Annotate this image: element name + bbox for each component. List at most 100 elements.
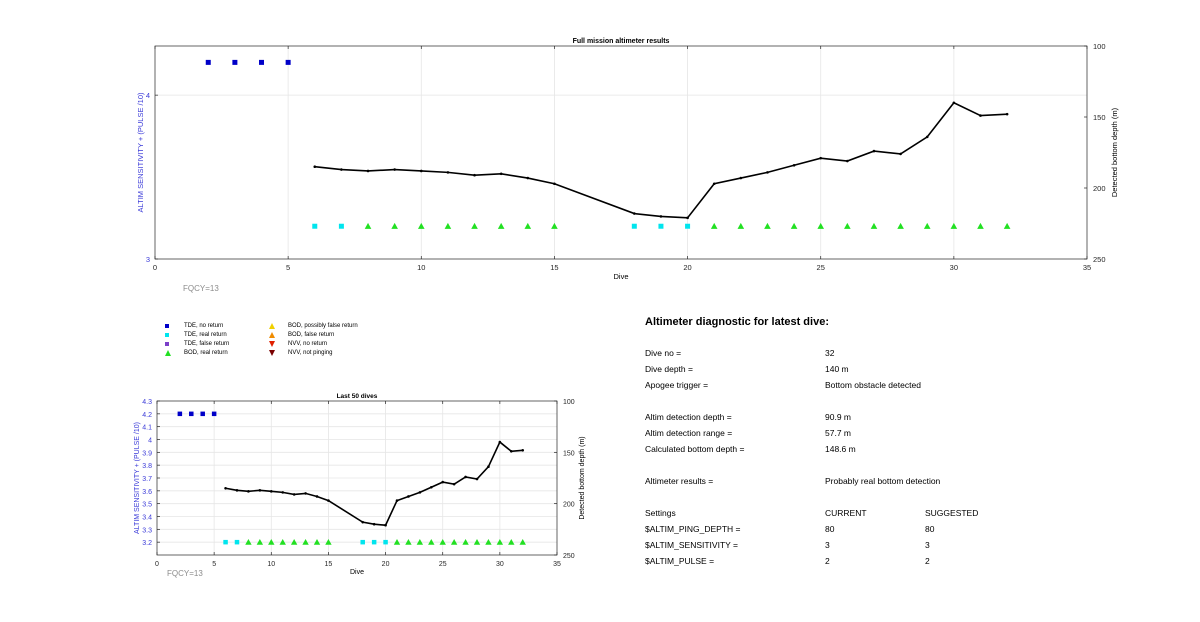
bottom-depth-point <box>372 522 376 526</box>
bottom-depth-point <box>452 482 456 486</box>
top-plot <box>154 45 1088 260</box>
chart-title: Full mission altimeter results <box>573 38 670 45</box>
bod-marker <box>364 222 372 229</box>
y-tick-label: 3.2 <box>142 540 152 547</box>
legend-item: NVV, not pinging <box>266 349 376 358</box>
bottom-depth-point <box>315 495 319 498</box>
legend-column-tde: TDE, no return TDE, real return TDE, false… <box>162 322 272 358</box>
bottom-depth-point <box>979 114 982 117</box>
bottom-depth-point <box>418 491 422 494</box>
diagnostic-label: Dive depth = <box>645 364 693 374</box>
diagnostic-value: 140 m <box>825 364 849 374</box>
diagnostic-label: Dive no = <box>645 348 682 358</box>
tde-marker <box>285 59 291 65</box>
bod-marker <box>790 222 798 229</box>
y-right-tick-label: 250 <box>563 553 575 560</box>
tde-marker <box>312 223 318 229</box>
bod-marker <box>428 538 435 545</box>
bod-marker <box>897 222 904 229</box>
bottom-depth-point <box>499 172 503 176</box>
bottom-depth-point <box>441 480 445 484</box>
bottom-depth-point <box>464 475 467 479</box>
bottom-depth-line <box>225 440 523 527</box>
bod-marker <box>519 538 526 545</box>
bod-marker <box>416 538 424 545</box>
y-tick-label: 3.5 <box>142 502 152 509</box>
square-marker-icon <box>162 322 172 331</box>
bottom-depth-point <box>473 173 476 177</box>
bod-marker <box>405 538 412 545</box>
setting-current-value: 3 <box>825 540 830 550</box>
tde-marker <box>685 223 691 229</box>
triangle-up-marker-icon <box>162 349 172 358</box>
bod-marker <box>497 222 505 229</box>
tde-marker <box>371 539 377 545</box>
legend-item: TDE, real return <box>162 331 272 340</box>
bottom-depth-point <box>819 156 823 160</box>
bod-marker <box>279 538 286 545</box>
legend-column-bod: BOD, possibly false return BOD, false ret… <box>266 322 376 358</box>
legend-item: BOD, real return <box>162 349 272 358</box>
bottom-depth-point <box>553 182 556 186</box>
bod-marker <box>471 222 478 229</box>
tde-marker <box>234 539 240 545</box>
bottom-depth-point <box>712 182 716 186</box>
bottom-depth-point <box>313 165 317 168</box>
bod-marker <box>977 222 984 229</box>
y-right-tick-label: 100 <box>1093 42 1106 51</box>
diagnostic-title: Altimeter diagnostic for latest dive: <box>645 316 829 328</box>
bod-marker <box>256 538 264 545</box>
bod-marker <box>508 538 515 545</box>
setting-name: $ALTIM_SENSITIVITY = <box>645 540 738 550</box>
tde-marker <box>189 411 194 417</box>
y-right-tick-label: 250 <box>1093 255 1106 264</box>
bod-marker <box>737 222 745 229</box>
x-tick-label: 0 <box>153 263 157 272</box>
triangle-down-marker-icon <box>266 349 276 358</box>
setting-suggested-value: 3 <box>925 540 930 550</box>
bod-marker <box>417 222 425 229</box>
tde-marker <box>200 411 205 417</box>
bod-marker <box>764 222 771 229</box>
y-tick-label: 4.2 <box>142 412 152 419</box>
bottom-depth-point <box>509 450 513 453</box>
bottom-depth-point <box>304 492 307 495</box>
bottom-depth-point <box>739 176 743 180</box>
bottom-depth-point <box>521 448 525 452</box>
bod-marker <box>462 538 469 545</box>
y-tick-label: 4 <box>146 91 150 100</box>
bottom-depth-point <box>340 168 343 171</box>
y-axis-label-right: Detected bottom depth (m) <box>1110 107 1119 197</box>
bottom-depth-point <box>846 159 849 163</box>
bottom-depth-point <box>429 485 433 489</box>
x-tick-label: 15 <box>325 561 333 568</box>
bod-marker <box>302 538 309 545</box>
bottom-depth-point <box>487 465 490 469</box>
bottom-depth-point <box>899 152 902 156</box>
x-tick-label: 10 <box>267 561 275 568</box>
bottom-depth-point <box>475 477 479 481</box>
diagnostic-value: 32 <box>825 348 835 358</box>
triangle-down-marker-icon <box>266 340 276 349</box>
x-tick-label: 25 <box>817 263 825 272</box>
legend-item: NVV, no return <box>266 340 376 349</box>
legend-item: BOD, possibly false return <box>266 322 376 331</box>
bod-marker <box>391 222 398 229</box>
y-tick-label: 4.3 <box>142 399 152 406</box>
tde-marker <box>211 411 217 417</box>
bottom-depth-point <box>633 212 636 215</box>
y-tick-label: 3.9 <box>142 450 152 457</box>
bod-marker <box>923 222 931 229</box>
y-right-tick-label: 100 <box>563 399 575 406</box>
diagnostic-label: Altimeter results = <box>645 476 714 486</box>
bottom-depth-point <box>526 176 530 180</box>
tde-marker <box>223 539 228 545</box>
x-tick-label: 35 <box>1083 263 1091 272</box>
diagnostic-value: 90.9 m <box>825 412 851 422</box>
diagnostic-label: Altim detection range = <box>645 428 733 438</box>
x-tick-label: 30 <box>950 263 958 272</box>
legend-label: NVV, not pinging <box>288 350 333 356</box>
setting-current-value: 2 <box>825 556 830 566</box>
bottom-depth-point <box>269 490 273 493</box>
